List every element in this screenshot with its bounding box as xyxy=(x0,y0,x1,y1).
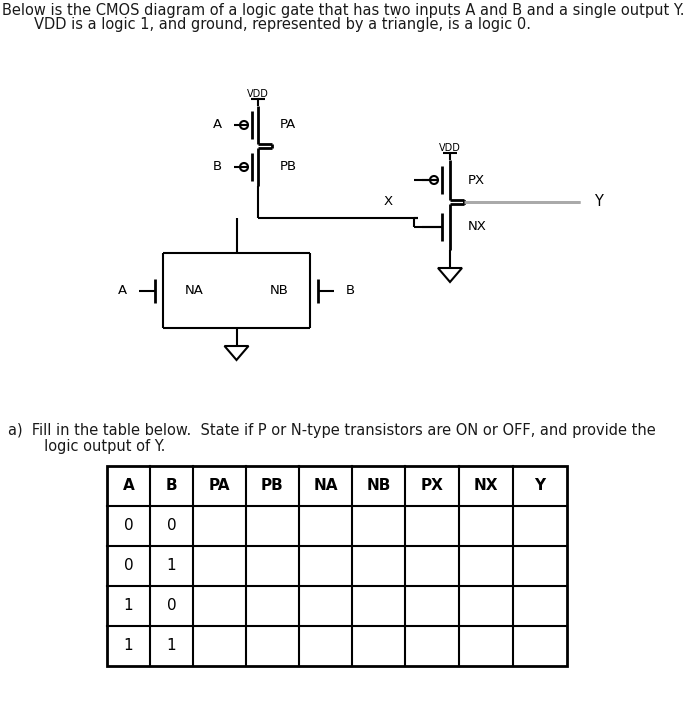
Text: A: A xyxy=(123,478,134,493)
Text: Y: Y xyxy=(534,478,545,493)
Text: NA: NA xyxy=(314,478,338,493)
Text: NA: NA xyxy=(185,284,204,297)
Text: A: A xyxy=(118,284,127,297)
Text: B: B xyxy=(166,478,177,493)
Text: PX: PX xyxy=(421,478,443,493)
Text: PA: PA xyxy=(280,118,296,131)
Text: 1: 1 xyxy=(123,638,133,653)
Text: VDD: VDD xyxy=(439,143,461,153)
Text: 0: 0 xyxy=(123,518,133,533)
Text: NX: NX xyxy=(474,478,498,493)
Text: 1: 1 xyxy=(167,638,176,653)
Text: 1: 1 xyxy=(167,559,176,574)
Text: PB: PB xyxy=(261,478,284,493)
Text: B: B xyxy=(213,161,222,174)
Text: NB: NB xyxy=(366,478,391,493)
Text: 0: 0 xyxy=(167,518,176,533)
Text: 1: 1 xyxy=(123,599,133,613)
Text: A: A xyxy=(213,118,222,131)
Text: NB: NB xyxy=(270,284,289,297)
Polygon shape xyxy=(224,346,248,360)
Polygon shape xyxy=(438,268,462,282)
Text: logic output of Y.: logic output of Y. xyxy=(21,439,165,454)
Text: NX: NX xyxy=(468,220,487,233)
Text: B: B xyxy=(346,284,355,297)
Bar xyxy=(107,466,567,666)
Text: Below is the CMOS diagram of a logic gate that has two inputs A and B and a sing: Below is the CMOS diagram of a logic gat… xyxy=(2,2,684,17)
Text: 0: 0 xyxy=(123,559,133,574)
Text: X: X xyxy=(383,195,392,208)
Text: VDD: VDD xyxy=(247,89,269,99)
Text: PA: PA xyxy=(209,478,230,493)
Text: Y: Y xyxy=(594,195,603,210)
Text: PB: PB xyxy=(280,161,297,174)
Text: a)  Fill in the table below.  State if P or N-type transistors are ON or OFF, an: a) Fill in the table below. State if P o… xyxy=(8,422,656,437)
Text: 0: 0 xyxy=(167,599,176,613)
Text: VDD is a logic 1, and ground, represented by a triangle, is a logic 0.: VDD is a logic 1, and ground, represente… xyxy=(34,17,532,32)
Text: PX: PX xyxy=(468,174,485,187)
